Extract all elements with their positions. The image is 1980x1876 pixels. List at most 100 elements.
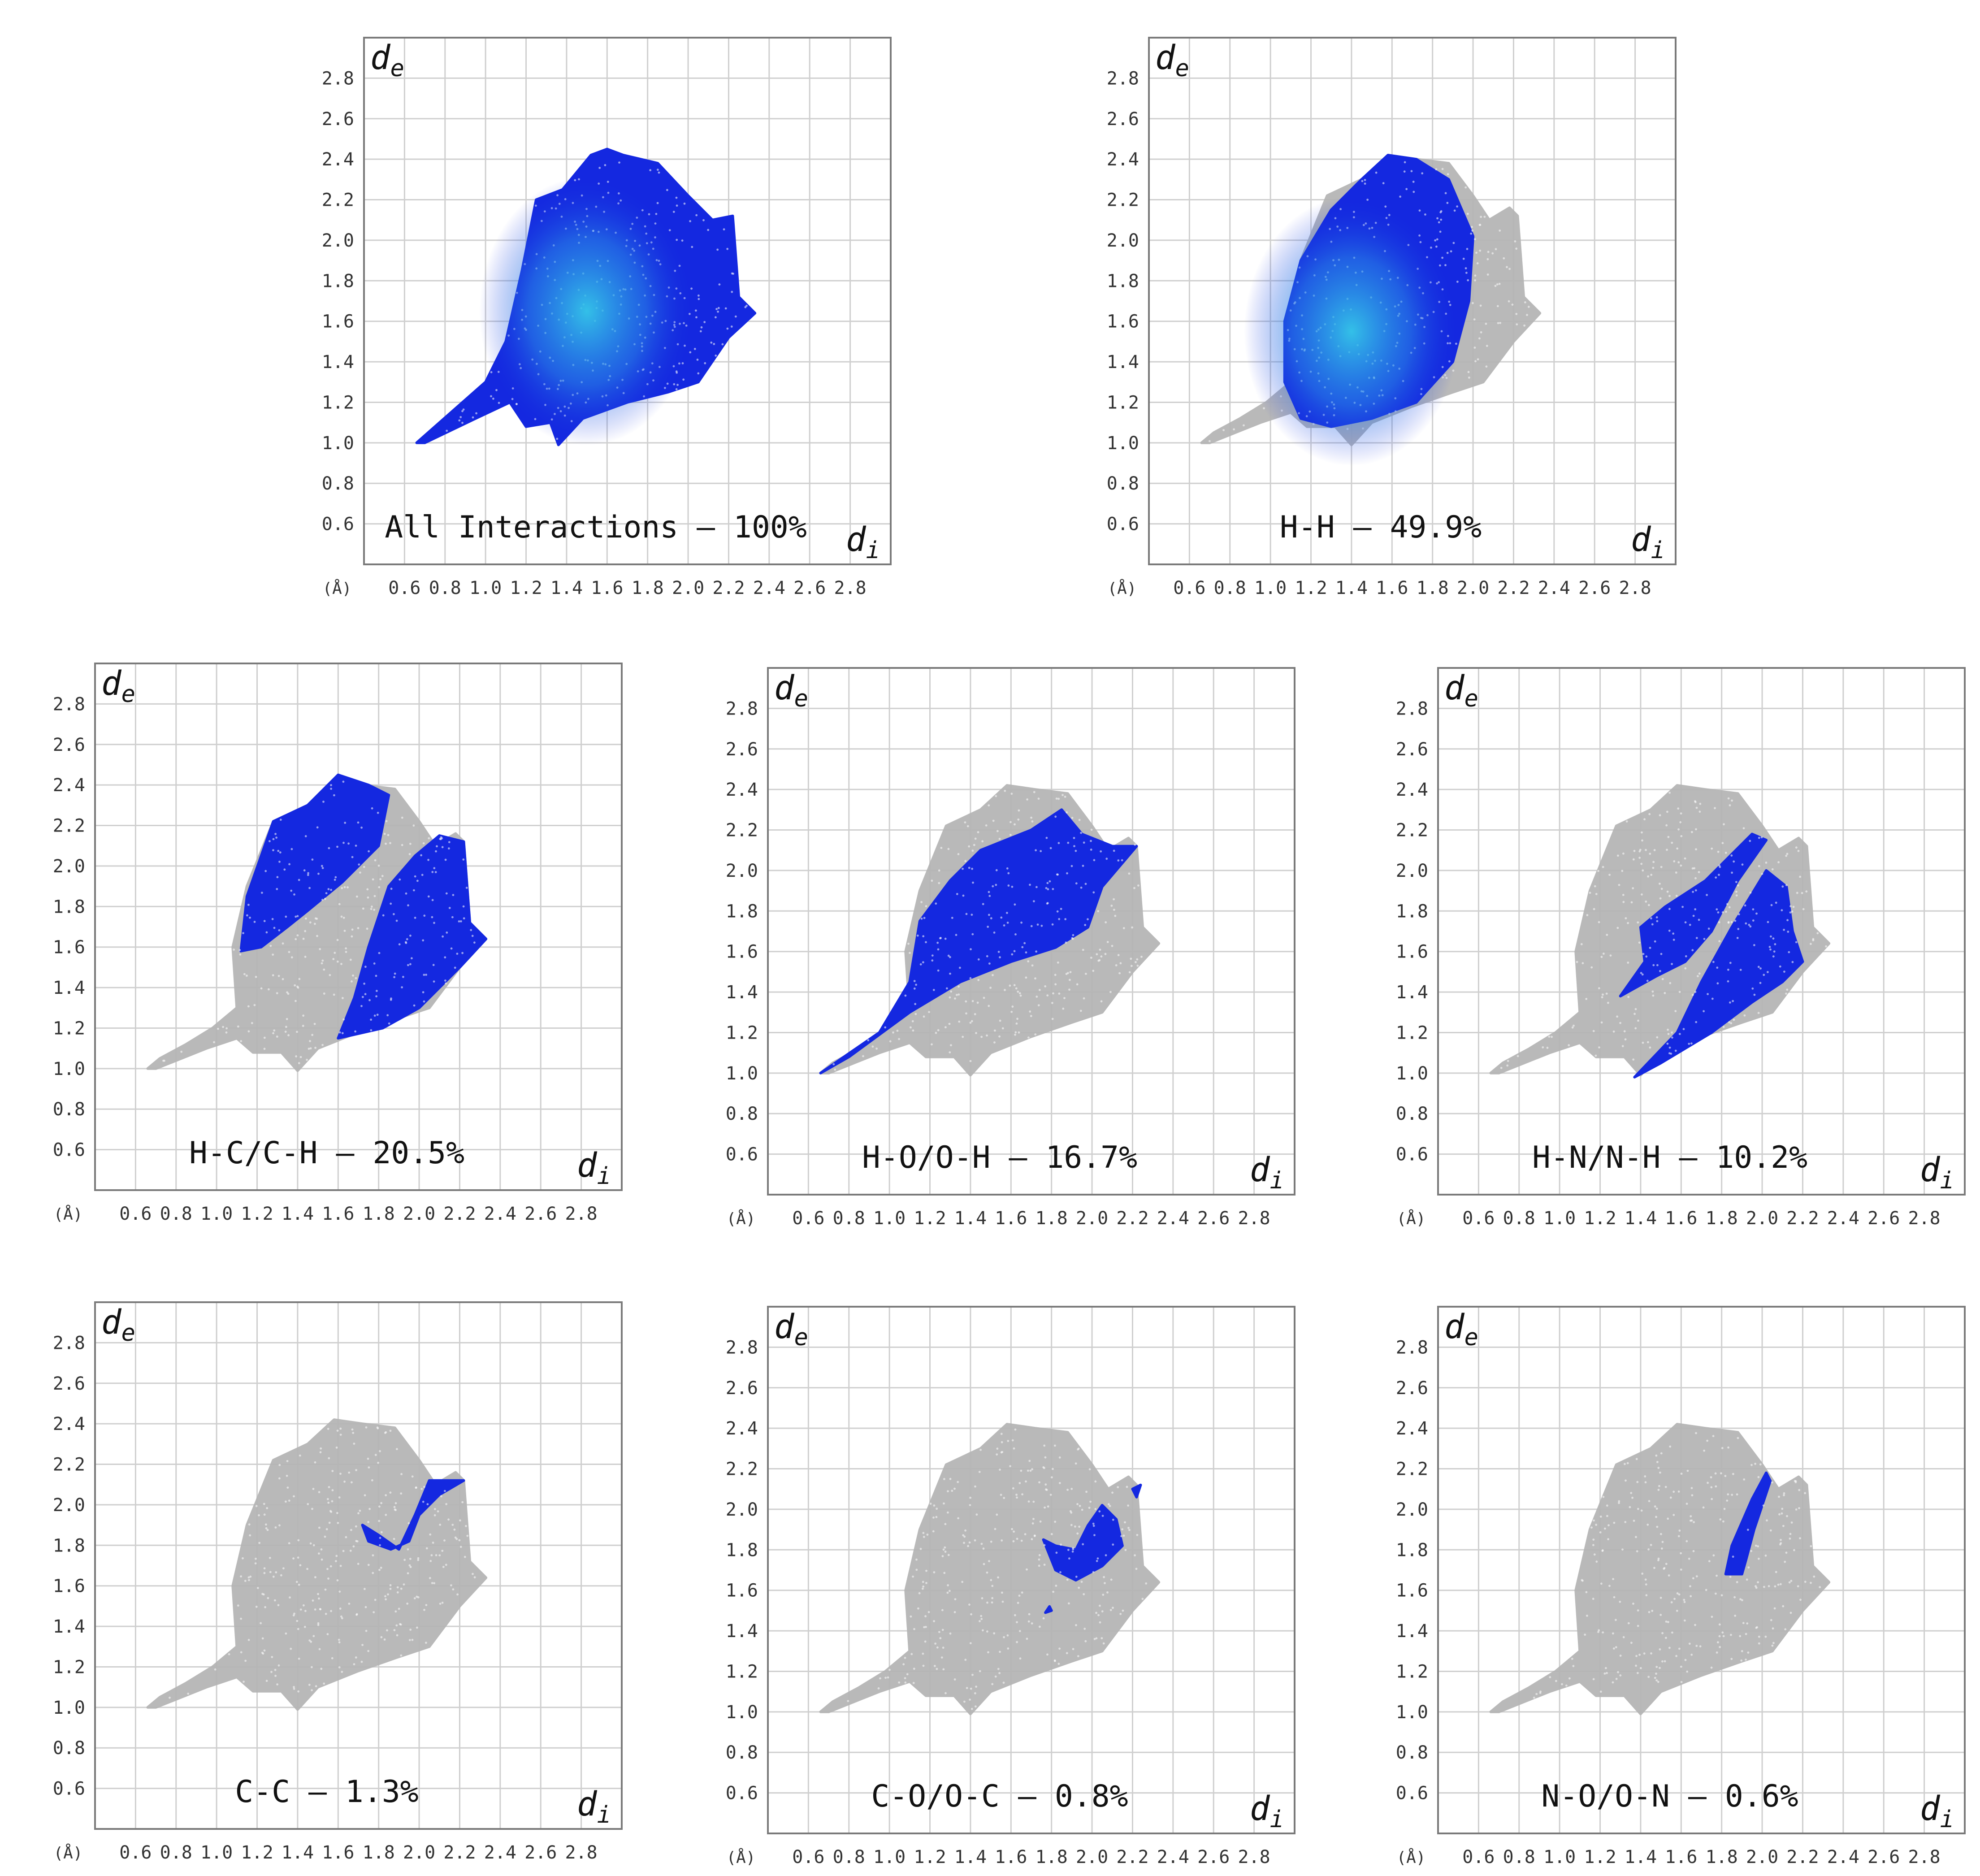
speckle-dot (1641, 973, 1644, 976)
x-tick-label: 2.2 (1786, 1208, 1819, 1229)
speckle-dot (1473, 318, 1476, 321)
y-tick-label: 0.6 (726, 1144, 758, 1165)
speckle-dot (1485, 322, 1487, 325)
speckle-dot (411, 1638, 414, 1641)
speckle-dot (1749, 891, 1752, 894)
speckle-dot (433, 1514, 436, 1516)
speckle-dot (373, 895, 376, 897)
speckle-dot (996, 1447, 999, 1450)
speckle-dot (1770, 935, 1772, 938)
speckle-dot (373, 962, 376, 965)
speckle-dot (949, 1477, 952, 1480)
speckle-dot (248, 1523, 251, 1526)
speckle-dot (321, 962, 323, 965)
speckle-dot (1643, 818, 1646, 821)
speckle-dot (1615, 1677, 1618, 1680)
speckle-dot (1766, 1519, 1768, 1522)
speckle-dot (1475, 251, 1478, 254)
speckle-dot (1752, 908, 1755, 910)
y-tick-label: 2.0 (726, 861, 758, 881)
speckle-dot (1646, 979, 1649, 982)
speckle-dot (1712, 1435, 1715, 1438)
speckle-dot (289, 1596, 291, 1599)
speckle-dot (1681, 906, 1684, 908)
speckle-dot (1660, 1452, 1663, 1455)
speckle-dot (1075, 882, 1078, 885)
speckle-dot (704, 362, 706, 364)
speckle-dot (1117, 859, 1120, 862)
speckle-dot (1690, 1515, 1692, 1517)
speckle-dot (1685, 1540, 1688, 1542)
speckle-dot (1706, 894, 1708, 896)
contact-region-2 (1131, 1483, 1142, 1499)
speckle-dot (394, 1502, 397, 1504)
speckle-dot (414, 917, 416, 919)
y-tick-label: 1.6 (53, 937, 85, 958)
x-tick-label: 2.4 (484, 1842, 516, 1863)
speckle-dot (246, 975, 248, 977)
speckle-dot (1638, 1654, 1641, 1656)
speckle-dot (922, 1664, 925, 1667)
speckle-dot (1122, 927, 1125, 929)
speckle-dot (1667, 1028, 1669, 1031)
speckle-dot (1734, 1615, 1737, 1617)
speckle-dot (1092, 1522, 1095, 1525)
speckle-dot (458, 920, 460, 923)
speckle-dot (971, 933, 974, 936)
speckle-dot (1439, 211, 1442, 213)
y-tick-label: 1.2 (53, 1657, 85, 1677)
speckle-dot (1585, 998, 1588, 1000)
speckle-dot (228, 1653, 230, 1655)
speckle-dot (1078, 1525, 1081, 1528)
speckle-dot (180, 1050, 183, 1053)
x-tick-label: 1.0 (873, 1847, 906, 1867)
speckle-dot (396, 1591, 399, 1594)
speckle-dot (1101, 1515, 1104, 1517)
speckle-dot (934, 1642, 937, 1645)
speckle-dot (1592, 1678, 1595, 1681)
speckle-dot (955, 994, 958, 996)
speckle-dot (1727, 797, 1730, 800)
speckle-dot (1012, 1540, 1015, 1542)
speckle-dot (731, 272, 733, 275)
speckle-dot (1683, 1599, 1685, 1601)
speckle-dot (1019, 994, 1022, 997)
speckle-dot (1615, 1646, 1617, 1649)
y-tick-label: 2.0 (726, 1499, 758, 1520)
speckle-dot (914, 1003, 917, 1005)
speckle-dot (1097, 959, 1100, 962)
speckle-dot (1485, 365, 1488, 368)
speckle-dot (956, 893, 958, 895)
y-tick-label: 1.0 (1107, 433, 1139, 454)
speckle-dot (1660, 888, 1663, 890)
x-tick-label: 1.4 (954, 1847, 987, 1867)
speckle-dot (352, 1545, 355, 1548)
speckle-dot (1084, 883, 1087, 885)
x-tick-label: 2.4 (1157, 1208, 1189, 1229)
speckle-dot (445, 982, 447, 985)
y-tick-label: 1.0 (1396, 1063, 1428, 1084)
speckle-dot (327, 1501, 330, 1504)
speckle-dot (1636, 1550, 1638, 1553)
speckle-dot (1642, 1041, 1644, 1044)
speckle-dot (986, 1034, 988, 1037)
speckle-dot (1674, 1010, 1677, 1013)
speckle-dot (320, 1548, 323, 1551)
speckle-dot (945, 1026, 947, 1029)
speckle-dot (1659, 897, 1662, 900)
speckle-dot (1594, 885, 1596, 888)
speckle-dot (463, 917, 465, 920)
speckle-dot (1106, 941, 1109, 943)
speckle-dot (988, 1005, 990, 1007)
speckle-dot (1694, 877, 1697, 880)
speckle-dot (293, 1495, 295, 1498)
speckle-dot (1097, 1614, 1100, 1616)
speckle-dot (370, 908, 373, 910)
speckle-dot (1748, 923, 1750, 926)
x-tick-label: 1.4 (1335, 578, 1368, 598)
speckle-dot (306, 1568, 308, 1570)
speckle-dot (1672, 939, 1675, 941)
speckle-dot (931, 954, 934, 957)
speckle-dot (889, 1040, 892, 1043)
full-fingerprint-region (146, 1418, 488, 1711)
